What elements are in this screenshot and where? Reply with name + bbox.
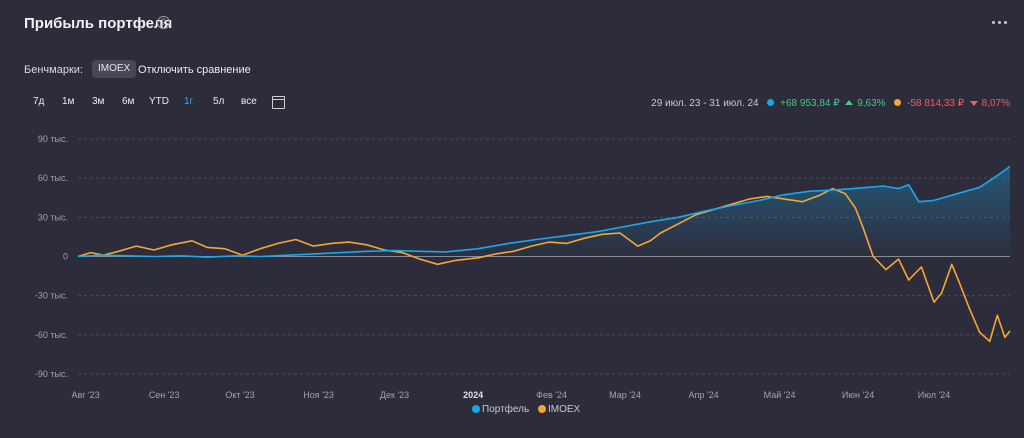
portfolio-dot-icon [767, 99, 775, 106]
more-options-icon[interactable] [992, 21, 1008, 27]
x-tick-label: Авг '23 [71, 390, 99, 400]
series-line-portfolio[interactable] [77, 165, 1011, 258]
period-button-3m[interactable]: 3м [92, 96, 105, 107]
imoex-dot-icon [894, 99, 902, 106]
arrow-up-icon [845, 100, 854, 105]
x-tick-label: 2024 [463, 390, 483, 400]
y-tick-label: -60 тыс. [35, 330, 68, 340]
period-button-5y[interactable]: 5л [213, 96, 225, 107]
x-tick-label: Сен '23 [149, 390, 180, 400]
x-tick-label: Июн '24 [842, 390, 874, 400]
legend-portfolio[interactable]: Портфель [482, 404, 530, 415]
x-tick-label: Окт '23 [225, 390, 254, 400]
benchmark-chip-imoex[interactable]: IMOEX [92, 60, 137, 78]
period-button-all[interactable]: все [241, 96, 257, 107]
y-tick-label: -30 тыс. [35, 291, 68, 301]
page-title: Прибыль портфеля [24, 15, 173, 32]
y-tick-label: -90 тыс. [35, 369, 68, 379]
x-tick-label: Май '24 [764, 390, 796, 400]
profit-chart[interactable]: 90 тыс. 60 тыс. 30 тыс. 0 -30 тыс. -60 тыс. -9… [0, 118, 1024, 404]
x-tick-label: Апр '24 [688, 390, 718, 400]
period-button-6m[interactable]: 6м [122, 96, 135, 107]
period-summary: 29 июл. 23 - 31 июл. 24 +68 953,84 ₽ 9,6… [651, 98, 1010, 109]
x-tick-label: Июл '24 [918, 390, 951, 400]
chart-legend: Портфель IMOEX [466, 404, 580, 415]
disable-comparison-button[interactable]: Отключить сравнение [138, 64, 251, 76]
series-area-portfolio [78, 166, 1010, 258]
series-line-imoex[interactable] [77, 187, 1011, 343]
period-button-1m[interactable]: 1м [62, 96, 75, 107]
help-icon[interactable]: ? [157, 16, 170, 29]
legend-imoex-dot-icon [537, 405, 546, 413]
x-tick-label: Ноя '23 [303, 390, 334, 400]
y-tick-label: 90 тыс. [38, 134, 68, 144]
benchmarks-label: Бенчмарки: [24, 64, 83, 76]
period-button-7d[interactable]: 7д [33, 96, 45, 107]
imoex-profit-pct: 8,07% [981, 98, 1010, 109]
x-tick-label: Фев '24 [536, 390, 567, 400]
legend-imoex[interactable]: IMOEX [547, 404, 581, 415]
arrow-down-icon [969, 101, 978, 106]
imoex-profit-value: -58 814,33 ₽ [907, 98, 965, 109]
legend-portfolio-dot-icon [472, 405, 480, 413]
x-tick-label: Мар '24 [609, 390, 641, 400]
period-button-ytd[interactable]: YTD [149, 96, 169, 107]
y-tick-label: 60 тыс. [38, 173, 68, 183]
calendar-icon[interactable] [272, 96, 285, 109]
period-button-1y[interactable]: 1г [184, 96, 194, 107]
y-tick-label: 0 [63, 252, 68, 262]
x-tick-label: Дек '23 [380, 390, 409, 400]
date-range: 29 июл. 23 - 31 июл. 24 [651, 98, 759, 109]
portfolio-profit-value: +68 953,84 ₽ [780, 98, 840, 109]
portfolio-profit-pct: 9,63% [857, 98, 886, 109]
y-tick-label: 30 тыс. [38, 212, 68, 222]
